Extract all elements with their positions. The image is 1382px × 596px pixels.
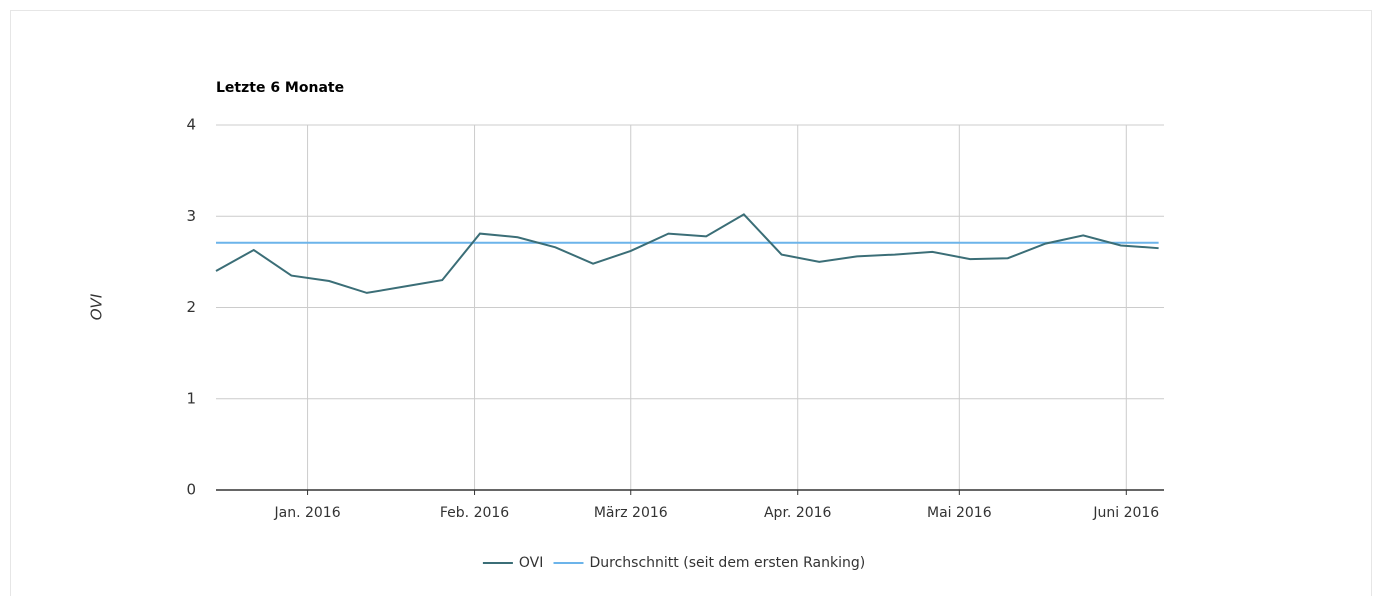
x-tick-label: Juni 2016 bbox=[1092, 505, 1159, 521]
y-tick-label: 1 bbox=[186, 389, 196, 407]
y-axis-label: OVI bbox=[88, 293, 106, 320]
y-tick-label: 2 bbox=[186, 298, 196, 316]
x-tick-label: Mai 2016 bbox=[927, 505, 992, 521]
y-tick-label: 4 bbox=[186, 116, 196, 134]
frame bbox=[10, 10, 1372, 596]
legend-label: Durchschnitt (seit dem ersten Ranking) bbox=[590, 555, 866, 571]
x-tick-label: Feb. 2016 bbox=[440, 505, 509, 521]
x-tick-label: Apr. 2016 bbox=[764, 505, 832, 521]
y-tick-label: 0 bbox=[186, 481, 196, 499]
series-line bbox=[215, 213, 1159, 294]
x-tick-label: März 2016 bbox=[594, 505, 668, 521]
x-tick-label: Jan. 2016 bbox=[274, 505, 341, 521]
y-tick-label: 3 bbox=[186, 207, 196, 225]
chart-title: Letzte 6 Monate bbox=[216, 80, 344, 96]
legend-label: OVI bbox=[519, 555, 543, 571]
